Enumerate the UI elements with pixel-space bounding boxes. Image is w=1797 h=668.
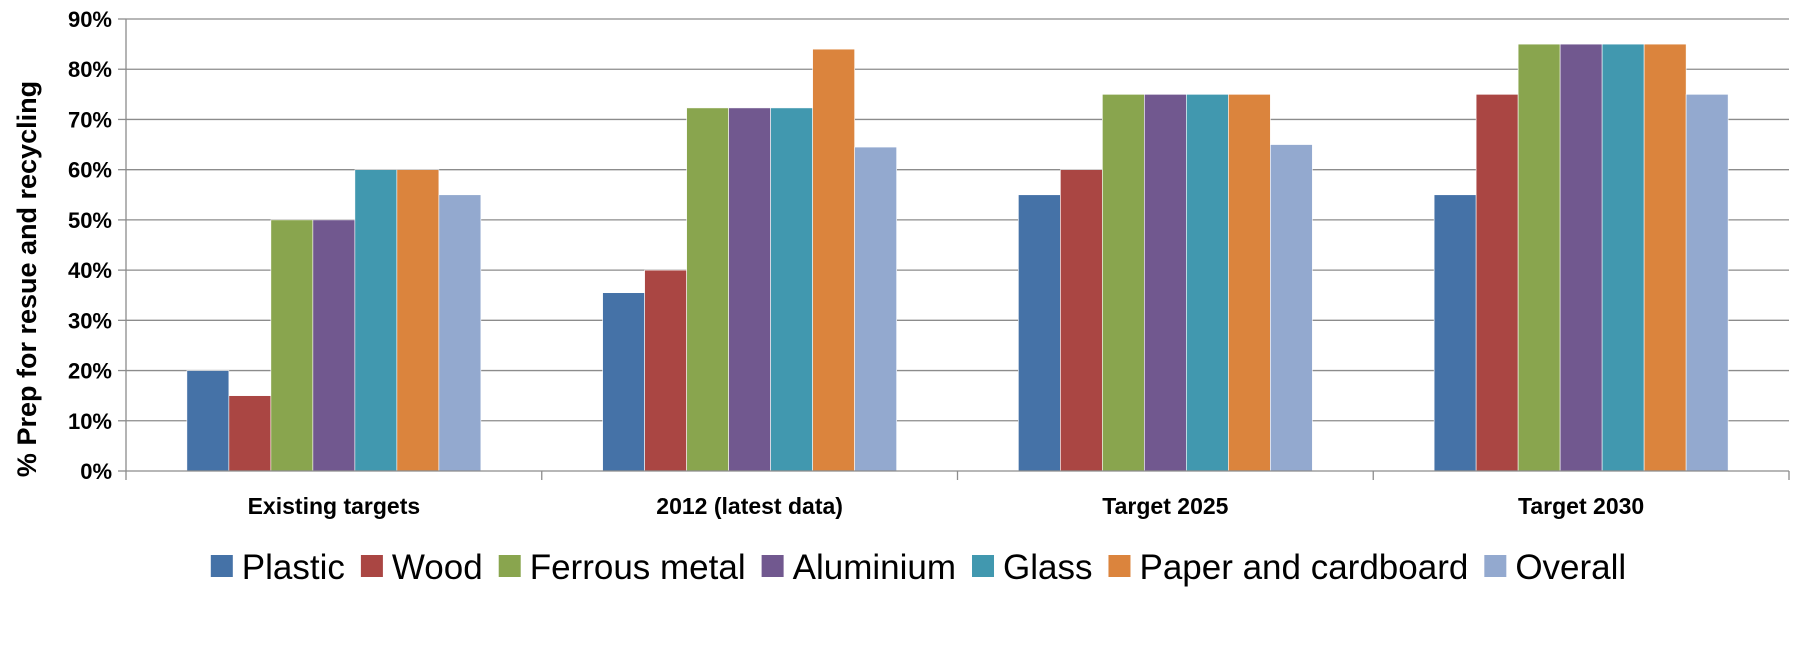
legend-label: Plastic bbox=[242, 548, 345, 587]
y-tick-label: 0% bbox=[80, 459, 112, 484]
bar bbox=[1018, 194, 1061, 472]
bar bbox=[1601, 43, 1645, 472]
legend: Plastic Wood Ferrous metal Aluminium Glass Pa… bbox=[210, 548, 1626, 587]
bar bbox=[602, 292, 645, 472]
y-tick-label: 90% bbox=[68, 7, 112, 32]
legend-swatch bbox=[1484, 555, 1507, 577]
legend-swatch bbox=[972, 555, 995, 577]
y-tick-label: 70% bbox=[68, 107, 112, 132]
legend-swatch bbox=[210, 555, 233, 577]
bar bbox=[228, 395, 272, 472]
bar bbox=[1228, 94, 1271, 472]
y-tick-label: 60% bbox=[68, 158, 112, 183]
bar bbox=[854, 146, 897, 472]
bars bbox=[186, 43, 1729, 472]
bar bbox=[1685, 94, 1729, 472]
bar bbox=[1559, 43, 1603, 472]
x-category-labels: Existing targets 2012 (latest data) Target… bbox=[248, 493, 1645, 519]
y-tick-label: 20% bbox=[68, 359, 112, 384]
bar bbox=[644, 269, 687, 472]
legend-label: Aluminium bbox=[793, 548, 956, 587]
bar bbox=[1517, 43, 1561, 472]
bar bbox=[686, 107, 729, 472]
legend-swatch bbox=[1108, 555, 1131, 577]
x-category-label: 2012 (latest data) bbox=[656, 493, 843, 519]
bar bbox=[1475, 94, 1519, 472]
bar bbox=[312, 219, 356, 472]
bar bbox=[1186, 94, 1229, 472]
bar bbox=[1433, 194, 1477, 472]
legend-swatch bbox=[360, 555, 383, 577]
x-category-label: Existing targets bbox=[248, 493, 421, 519]
bar bbox=[396, 169, 440, 472]
axes bbox=[125, 19, 1790, 480]
legend-label: Wood bbox=[392, 548, 483, 587]
bar bbox=[1102, 94, 1145, 472]
y-tick-label: 40% bbox=[68, 258, 112, 283]
legend-label: Paper and cardboard bbox=[1139, 548, 1468, 587]
legend-label: Ferrous metal bbox=[530, 548, 746, 587]
bar bbox=[1060, 169, 1103, 472]
y-tick-label: 50% bbox=[68, 208, 112, 233]
legend-label: Overall bbox=[1515, 548, 1626, 587]
bar bbox=[1270, 144, 1313, 472]
bar bbox=[186, 370, 230, 472]
legend-swatch bbox=[498, 555, 521, 577]
y-axis-label: % Prep for resue and recycling bbox=[12, 81, 42, 477]
y-tick-label: 30% bbox=[68, 308, 112, 333]
bar bbox=[770, 107, 813, 472]
y-tick-label: 80% bbox=[68, 57, 112, 82]
bar bbox=[728, 107, 771, 472]
bar bbox=[270, 219, 314, 472]
bar bbox=[1643, 43, 1687, 472]
y-tick-label: 10% bbox=[68, 409, 112, 434]
bar bbox=[354, 169, 398, 472]
x-category-label: Target 2025 bbox=[1102, 493, 1228, 519]
y-tick-labels: 0% 10% 20% 30% 40% 50% 60% 70% 80% 90% bbox=[68, 7, 112, 484]
x-category-label: Target 2030 bbox=[1518, 493, 1644, 519]
bar bbox=[1144, 94, 1187, 472]
bar bbox=[812, 48, 855, 472]
legend-label: Glass bbox=[1003, 548, 1092, 587]
legend-swatch bbox=[761, 555, 784, 577]
bar bbox=[438, 194, 482, 472]
